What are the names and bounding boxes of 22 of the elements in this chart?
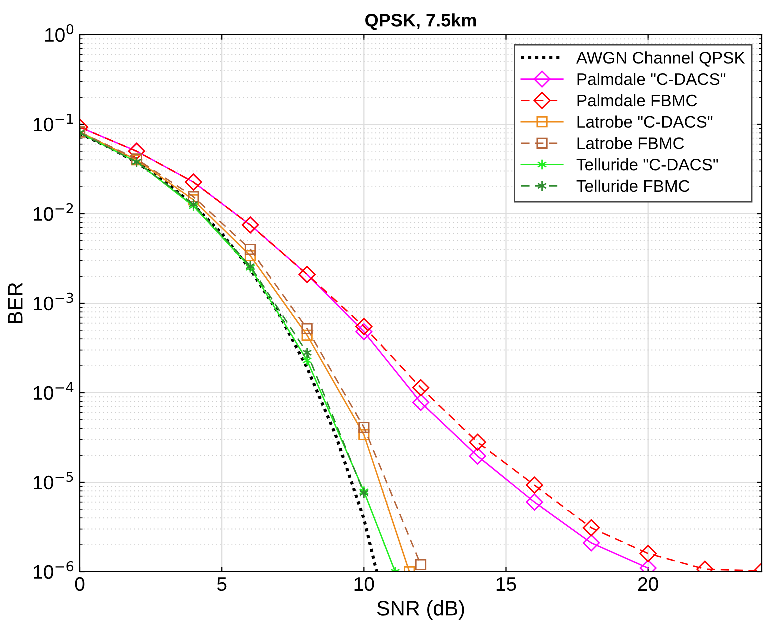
legend-label: Palmdale FBMC	[578, 94, 698, 107]
legend-label: Palmdale "C-DACS"	[578, 73, 726, 86]
legend-label: Latrobe "C-DACS"	[578, 116, 713, 128]
legend-label: Telluride "C-DACS"	[576, 158, 718, 171]
legend-label: Telluride FBMC	[576, 180, 690, 192]
y-tick-label: 10$^{−2}$	[34, 203, 74, 222]
x-tick-label: 15	[496, 578, 516, 592]
y-tick-label: 10$^{−4}$	[34, 382, 74, 400]
x-axis-title: SNR (dB)	[377, 600, 464, 620]
y-tick-label: 10$^{−3}$	[34, 292, 74, 311]
y-tick-label: 10$^{−6}$	[34, 561, 74, 580]
x-tick-label: 5	[217, 578, 227, 592]
legend-label: Latrobe FBMC	[578, 137, 684, 150]
y-tick-label: 10$^{0}$	[46, 24, 74, 42]
chart-title: QPSK, 7.5km	[366, 14, 476, 30]
legend-label: AWGN Channel QPSK	[576, 52, 746, 67]
y-axis-title: BER	[8, 283, 23, 324]
x-tick-label: 20	[638, 577, 658, 592]
y-tick-label: 10$^{−5}$	[34, 472, 74, 490]
x-tick-label: 10	[354, 577, 374, 592]
x-tick-label: 0	[75, 577, 85, 592]
y-tick-label: 10$^{−1}$	[34, 114, 74, 132]
